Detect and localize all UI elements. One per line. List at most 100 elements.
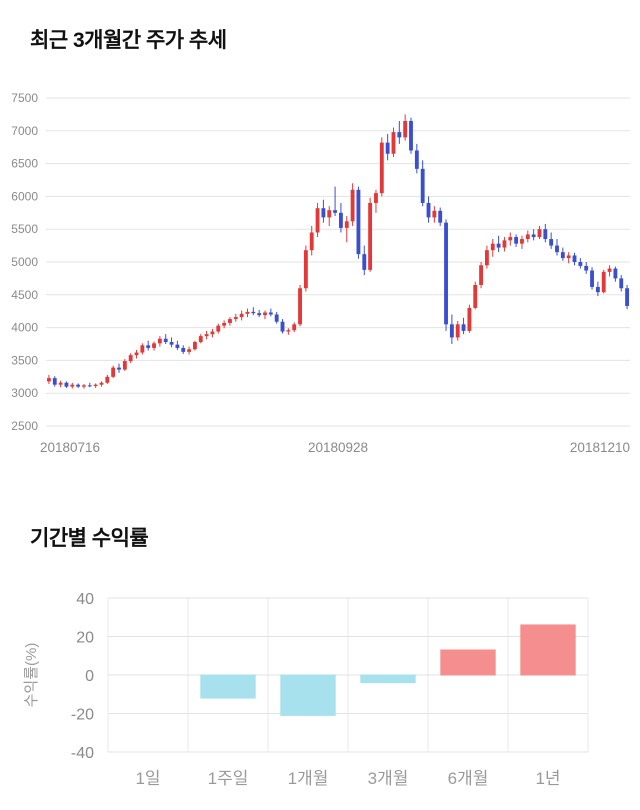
y-tick-label: 40: [76, 591, 94, 608]
candle-body: [502, 240, 507, 248]
candle-body: [531, 234, 536, 238]
candle-body: [251, 311, 256, 314]
candle-body: [432, 210, 437, 218]
candle-body: [572, 255, 577, 262]
candle-body: [537, 229, 542, 238]
candle-body: [549, 239, 554, 246]
candle-body: [397, 132, 402, 138]
candle-body: [420, 168, 425, 203]
candle-body: [181, 347, 186, 352]
candle-body: [163, 338, 168, 343]
candle-body: [298, 288, 302, 325]
candle-body: [467, 307, 472, 331]
category-label: 1일: [135, 769, 160, 788]
candle-body: [117, 367, 121, 370]
y-tick-label: 6500: [11, 157, 38, 171]
candle-body: [449, 324, 454, 338]
candle-body: [490, 243, 495, 251]
candle-body: [414, 150, 419, 169]
category-label: 6개월: [448, 769, 489, 788]
candle-body: [333, 210, 338, 213]
candle-body: [566, 255, 571, 259]
candle-body: [338, 212, 343, 228]
candle-body: [374, 193, 378, 203]
y-tick-label: 4000: [11, 321, 38, 335]
candle-body: [216, 325, 221, 332]
candle-body: [613, 268, 618, 279]
candle-body: [438, 210, 443, 223]
candle-body: [274, 314, 279, 322]
category-label: 3개월: [368, 769, 409, 788]
candle-body: [350, 189, 355, 222]
candle-body: [303, 250, 308, 289]
y-tick-label: 5000: [11, 255, 38, 269]
candle-body: [455, 324, 460, 338]
candle-body: [473, 284, 478, 308]
returns-bar-chart: 40 20 0 -20 -40 1일 1주일 1개월 3개월 6개월 1년 수익률(%): [23, 591, 589, 788]
candle-body: [233, 317, 238, 320]
candle-body: [484, 250, 489, 266]
candle-body: [228, 319, 232, 324]
candle-body: [391, 132, 396, 154]
y-tick-label: 7000: [11, 124, 38, 138]
return-bar: [520, 624, 576, 676]
candle-body: [210, 331, 215, 335]
y-tick-label: 2500: [11, 419, 38, 433]
return-bar: [280, 674, 336, 716]
candle-body: [157, 338, 162, 344]
candle-body: [76, 384, 81, 387]
candle-body: [619, 278, 624, 289]
candle-body: [146, 345, 151, 348]
y-tick-label: 5500: [11, 222, 38, 236]
candle-body: [508, 237, 513, 241]
candle-body: [560, 252, 565, 259]
candle-body: [192, 342, 197, 350]
candle-body: [368, 202, 373, 270]
candle-body: [514, 237, 519, 244]
return-bar: [360, 674, 416, 684]
candle-body: [82, 385, 86, 387]
category-label: 1주일: [208, 769, 249, 788]
x-axis-label: 20180928: [308, 440, 368, 455]
category-label: 1개월: [288, 769, 329, 788]
candlestick-chart: 2500 3000 3500 4000 4500 5000 5500 6000 6500 7000…: [11, 91, 630, 455]
candle-body: [70, 384, 75, 387]
candle-body: [239, 313, 244, 318]
candle-body: [140, 345, 145, 353]
candle-body: [344, 221, 349, 228]
candle-body: [479, 265, 484, 285]
candle-body: [198, 336, 203, 343]
candle-body: [280, 321, 285, 332]
y-tick-label: -20: [71, 707, 94, 724]
candle-body: [286, 330, 291, 332]
candle-body: [543, 229, 548, 240]
candle-body: [245, 311, 250, 314]
y-tick-label: 3000: [11, 386, 38, 400]
candle-body: [327, 210, 332, 218]
candle-body: [58, 382, 63, 385]
price-chart-title: 최근 3개월간 주가 추세: [30, 29, 227, 52]
candle-body: [64, 382, 69, 387]
candle-body: [204, 334, 209, 337]
candle-body: [607, 268, 612, 272]
candle-body: [292, 324, 297, 331]
y-tick-label: 4500: [11, 288, 38, 302]
candle-body: [555, 245, 559, 253]
candle-body: [111, 367, 116, 377]
candle-body: [105, 376, 110, 383]
candle-body: [175, 344, 180, 348]
returns-chart-title: 기간별 수익률: [30, 527, 149, 550]
candle-body: [152, 343, 156, 348]
candle-body: [595, 286, 600, 293]
candle-body: [222, 323, 227, 326]
candle-body: [461, 324, 466, 331]
candle-body: [46, 378, 51, 382]
y-tick-label: 7500: [11, 91, 38, 105]
candle-body: [268, 312, 273, 315]
candle-body: [590, 270, 594, 287]
candle-body: [409, 120, 413, 151]
candle-body: [309, 232, 314, 251]
candle-body: [87, 385, 92, 387]
candle-body: [128, 355, 133, 362]
